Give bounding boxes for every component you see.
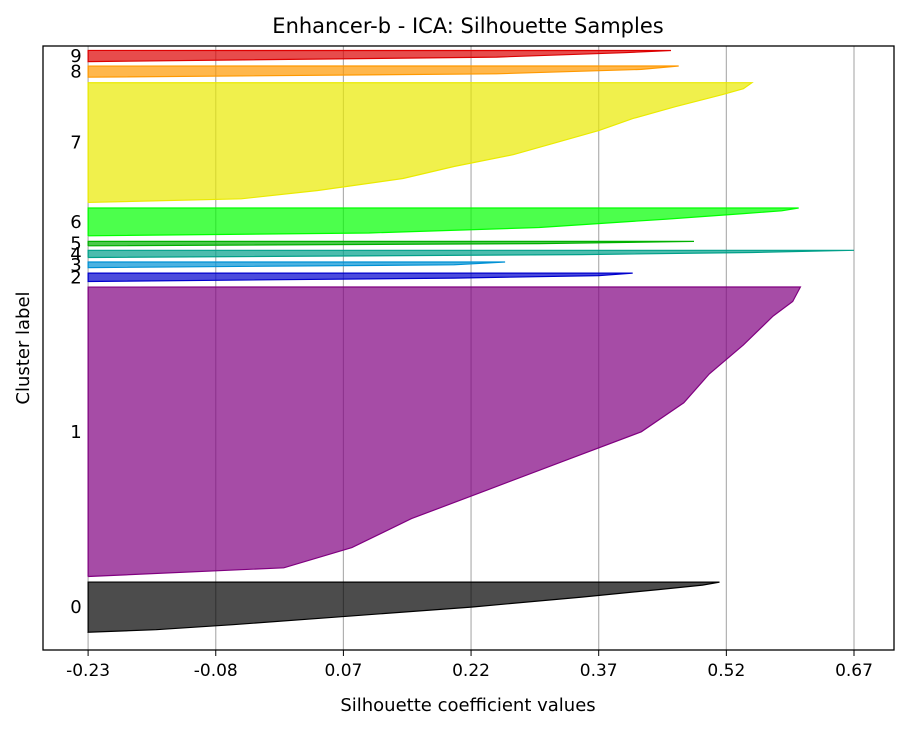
chart-title: Enhancer-b - ICA: Silhouette Samples <box>272 14 663 38</box>
x-axis-ticks: -0.23 -0.08 0.07 0.22 0.37 0.52 0.67 <box>66 650 873 681</box>
cluster-7-silhouette <box>87 82 754 203</box>
x-tick-label: 0.22 <box>452 661 490 681</box>
cluster-5-label: 5 <box>70 234 81 255</box>
cluster-silhouettes <box>87 49 855 633</box>
cluster-0-label: 0 <box>70 597 81 618</box>
cluster-6-silhouette <box>87 207 799 237</box>
plot-frame <box>42 45 895 651</box>
x-tick-label: 0.37 <box>580 661 618 681</box>
cluster-9-silhouette <box>87 49 672 63</box>
cluster-4-silhouette <box>87 249 855 259</box>
x-tick-label: 0.52 <box>707 661 745 681</box>
cluster-3-label: 3 <box>70 255 81 276</box>
cluster-1-label: 1 <box>70 422 81 443</box>
cluster-1-silhouette <box>87 286 802 578</box>
cluster-6-label: 6 <box>70 212 81 233</box>
cluster-8-silhouette <box>87 65 679 78</box>
cluster-3-silhouette <box>87 261 506 269</box>
x-tick-label: -0.08 <box>194 661 238 681</box>
x-tick-label: 0.07 <box>324 661 362 681</box>
cluster-4-label: 4 <box>70 244 81 265</box>
cluster-2-silhouette <box>87 272 633 283</box>
x-tick-label: 0.67 <box>835 661 873 681</box>
cluster-5-silhouette <box>87 240 695 247</box>
cluster-7-label: 7 <box>70 133 81 154</box>
cluster-9-label: 9 <box>70 46 81 67</box>
cluster-0-silhouette <box>87 581 720 633</box>
y-axis-label: Cluster label <box>13 291 34 404</box>
cluster-8-label: 8 <box>70 62 81 83</box>
x-tick-label: -0.23 <box>66 661 110 681</box>
cluster-2-label: 2 <box>70 267 81 288</box>
x-axis-label: Silhouette coefficient values <box>340 695 595 716</box>
